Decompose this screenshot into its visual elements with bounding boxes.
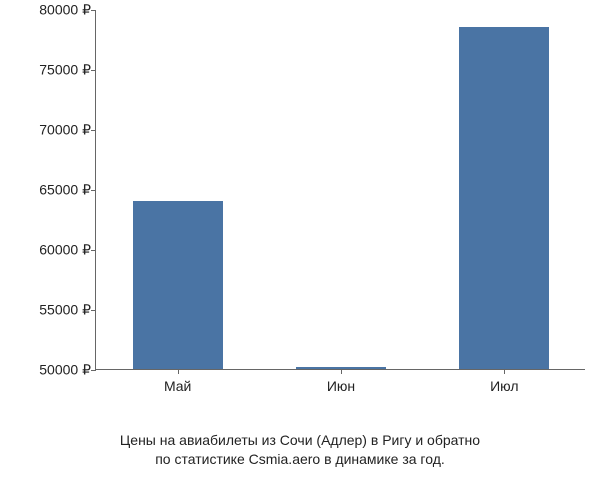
y-tick-mark — [91, 70, 96, 71]
y-axis-label: 80000 ₽ — [26, 2, 91, 19]
chart-caption: Цены на авиабилеты из Сочи (Адлер) в Риг… — [0, 431, 600, 470]
caption-line-1: Цены на авиабилеты из Сочи (Адлер) в Риг… — [120, 432, 480, 448]
x-axis-label: Июн — [327, 378, 355, 394]
bar — [459, 27, 549, 369]
x-tick-mark — [504, 369, 505, 374]
bar-chart: 50000 ₽55000 ₽60000 ₽65000 ₽70000 ₽75000… — [95, 10, 585, 400]
plot-area: 50000 ₽55000 ₽60000 ₽65000 ₽70000 ₽75000… — [95, 10, 585, 370]
y-tick-mark — [91, 130, 96, 131]
x-axis-label: Май — [164, 378, 191, 394]
y-axis-label: 55000 ₽ — [26, 302, 91, 319]
y-tick-mark — [91, 310, 96, 311]
bar — [133, 201, 223, 369]
y-axis-label: 50000 ₽ — [26, 362, 91, 379]
x-tick-mark — [178, 369, 179, 374]
y-axis-label: 70000 ₽ — [26, 122, 91, 139]
y-tick-mark — [91, 190, 96, 191]
caption-line-2: по статистике Csmia.aero в динамике за г… — [155, 451, 445, 467]
y-axis-label: 60000 ₽ — [26, 242, 91, 259]
y-axis-label: 75000 ₽ — [26, 62, 91, 79]
y-axis-label: 65000 ₽ — [26, 182, 91, 199]
y-tick-mark — [91, 10, 96, 11]
y-tick-mark — [91, 250, 96, 251]
x-tick-mark — [341, 369, 342, 374]
x-axis-label: Июл — [490, 378, 518, 394]
y-tick-mark — [91, 370, 96, 371]
